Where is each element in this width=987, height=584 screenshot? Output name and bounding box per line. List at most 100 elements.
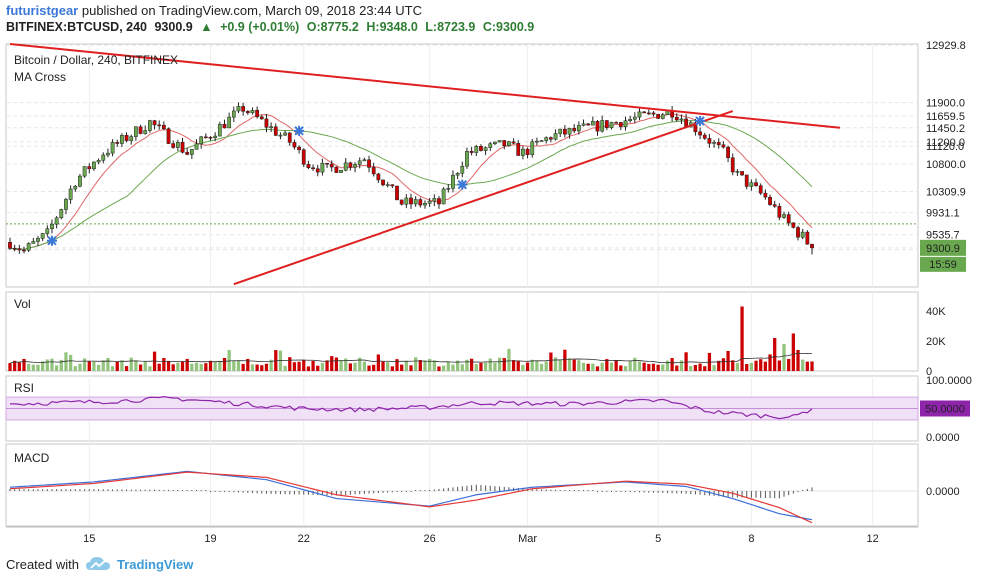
volume-bar: [250, 364, 255, 371]
candle-body: [381, 179, 385, 186]
candle-body: [138, 126, 143, 134]
volume-bar: [647, 363, 651, 371]
candle-body: [758, 185, 763, 194]
candle-body: [255, 109, 260, 118]
volume-bar: [208, 360, 213, 371]
volume-bar: [581, 362, 586, 371]
candle-body: [101, 154, 106, 161]
volume-bar: [236, 360, 241, 371]
volume-bar: [124, 366, 129, 371]
candle-body: [325, 162, 329, 165]
volume-bar: [334, 357, 339, 371]
candle-body: [367, 159, 371, 168]
volume-bar: [516, 360, 520, 371]
volume-bar: [446, 361, 450, 371]
volume-bar: [180, 361, 185, 371]
volume-bar: [96, 364, 101, 371]
candle-body: [259, 116, 264, 120]
volume-bar: [148, 366, 152, 371]
author-name[interactable]: futuristgear: [6, 3, 79, 18]
volume-bar: [92, 361, 96, 371]
candle-body: [628, 119, 633, 121]
candle-body: [805, 231, 810, 245]
volume-bar: [297, 361, 301, 371]
volume-bar: [278, 350, 283, 371]
candle-body: [73, 186, 78, 190]
candle-body: [525, 148, 530, 155]
volume-bar: [241, 363, 245, 371]
candle-body: [92, 161, 96, 170]
candle-body: [749, 182, 754, 187]
vol-pane-title: Vol: [14, 297, 31, 311]
macd-signal-line: [9, 471, 813, 524]
candle-body: [217, 123, 222, 137]
y-tick-label: 11900.0: [926, 98, 965, 110]
volume-bar: [642, 362, 646, 371]
volume-bar: [675, 365, 679, 371]
volume-bar: [227, 350, 231, 371]
x-tick-label: 19: [204, 533, 216, 545]
candle-body: [171, 143, 176, 148]
volume-bar: [36, 364, 40, 371]
candle-body: [460, 165, 465, 174]
candle-body: [152, 120, 157, 126]
x-tick-label: 15: [83, 533, 95, 545]
volume-bar: [437, 366, 441, 371]
candle-body: [106, 152, 110, 156]
volume-bar: [801, 359, 805, 371]
last-price-tag: [920, 239, 966, 256]
volume-bar: [292, 362, 297, 371]
volume-bar: [129, 357, 133, 371]
candle-body: [735, 171, 740, 173]
candle-body: [726, 146, 730, 159]
volume-bar: [670, 358, 674, 371]
y-tick-label: 9535.7: [926, 230, 960, 242]
volume-bar: [740, 306, 744, 371]
volume-bar: [432, 360, 436, 371]
candle-body: [465, 151, 469, 167]
volume-bar: [623, 366, 628, 371]
candle-body: [441, 188, 446, 205]
tradingview-brand[interactable]: TradingView: [116, 556, 194, 572]
candle-body: [143, 130, 148, 134]
volume-bar: [283, 365, 287, 371]
volume-bar: [73, 366, 77, 371]
volume-bar: [190, 363, 194, 371]
candle-body: [409, 197, 413, 205]
rsi-line: [9, 396, 813, 420]
volume-bar: [493, 362, 497, 371]
candle-body: [362, 159, 367, 162]
volume-bar: [59, 359, 63, 371]
trendline-resistance: [9, 43, 841, 129]
candle-body: [343, 162, 348, 171]
volume-bar: [213, 361, 217, 371]
pane-frame-main: [5, 43, 919, 288]
volume-bar: [717, 360, 721, 371]
candle-body: [385, 184, 390, 186]
vol-y-tick-label: 20K: [926, 336, 946, 348]
pane-frame-macd: [5, 443, 919, 527]
volume-bar: [577, 360, 581, 371]
candle-body: [553, 133, 558, 140]
candle-body: [110, 142, 115, 154]
candle-body: [539, 140, 544, 142]
volume-bar: [185, 358, 189, 371]
y-tick-label: 11659.5: [926, 111, 965, 123]
candle-body: [702, 134, 707, 139]
main-indicator-label: MA Cross: [14, 70, 66, 84]
volume-bar: [451, 364, 455, 371]
candle-body: [418, 199, 423, 206]
candle-body: [544, 137, 549, 141]
volume-bar: [805, 361, 809, 371]
publish-text: published on TradingView.com, March 09, …: [81, 3, 422, 18]
candle-body: [283, 132, 287, 136]
volume-bar: [563, 349, 567, 371]
volume-bar: [302, 360, 306, 371]
candle-body: [227, 116, 232, 129]
candle-body: [730, 157, 735, 173]
volume-bar: [50, 358, 54, 371]
candle-body: [707, 138, 712, 144]
candle-body: [241, 106, 246, 112]
volume-bar: [544, 361, 548, 371]
last-price: 9300.9: [154, 20, 193, 34]
